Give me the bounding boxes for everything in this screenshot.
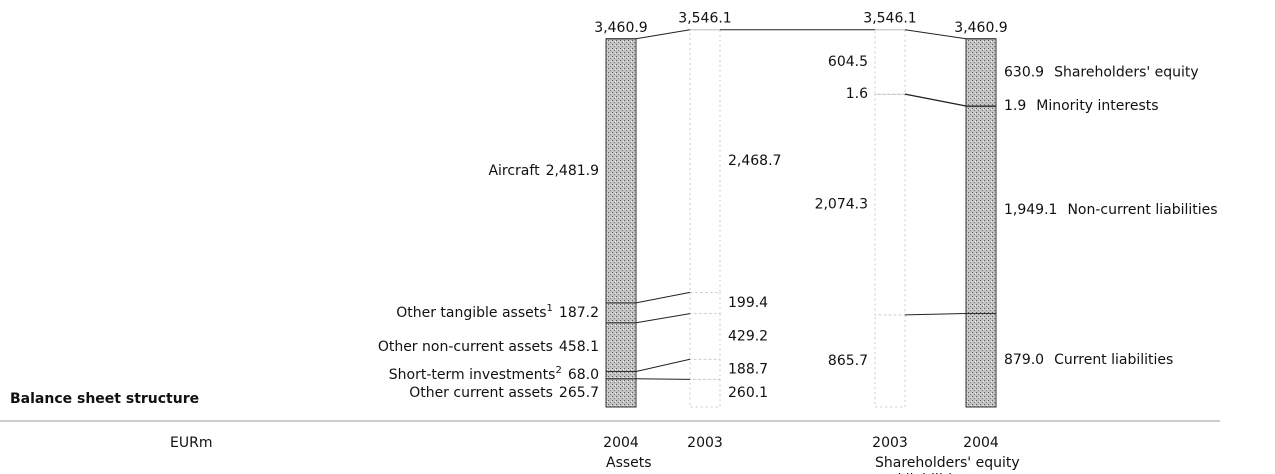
- segment: [874, 314, 906, 408]
- segment: [874, 93, 906, 95]
- group-label: Shareholders' equity: [875, 455, 1020, 471]
- connector: [635, 29, 691, 40]
- value-label: 188.7: [728, 361, 768, 377]
- series-name: Other current assets: [409, 385, 553, 401]
- footnote: 1: [547, 303, 553, 314]
- segment: [605, 38, 637, 304]
- group-label: Assets: [606, 455, 652, 471]
- value-label: 2,074.3: [815, 197, 868, 213]
- value-label: 879.0: [1004, 352, 1044, 368]
- connector: [635, 313, 691, 324]
- series-label: Non-current liabilities: [1067, 202, 1217, 218]
- total-label: 3,460.9: [594, 20, 647, 36]
- value-label: 458.1: [559, 339, 599, 355]
- series-name: Other non-current assets: [378, 339, 553, 355]
- value-label: 2,468.7: [728, 153, 781, 169]
- connector: [635, 358, 691, 372]
- segment: [965, 105, 997, 314]
- value-label: 1.9: [1004, 98, 1026, 114]
- column-label: 2004: [603, 435, 639, 451]
- connector: [635, 291, 691, 304]
- segment: [874, 29, 906, 95]
- value-label: 260.1: [728, 385, 768, 401]
- series-label: Short-term investments2: [389, 365, 562, 383]
- segment: [689, 29, 721, 293]
- group-label: and liabilities: [875, 472, 968, 474]
- value-label: 1,949.1: [1004, 202, 1057, 218]
- value-label: 865.7: [828, 353, 868, 369]
- value-label: 630.9: [1004, 64, 1044, 80]
- segment: [605, 302, 637, 324]
- series-label: Shareholders' equity: [1054, 64, 1199, 80]
- segment: [689, 378, 721, 408]
- segment: [689, 291, 721, 314]
- segment: [965, 38, 997, 107]
- segment: [605, 378, 637, 408]
- segment: [605, 322, 637, 372]
- segment: [689, 358, 721, 380]
- value-label: 1.6: [846, 86, 868, 102]
- series-label: Other non-current assets: [378, 339, 553, 355]
- series-name: Aircraft: [488, 163, 540, 179]
- series-label: Other tangible assets1: [396, 303, 553, 321]
- unit-label: EURm: [170, 435, 212, 451]
- value-label: 604.5: [828, 54, 868, 70]
- chart-title: Balance sheet structure: [10, 391, 199, 407]
- series-label: Minority interests: [1036, 98, 1158, 114]
- total-label: 3,546.1: [863, 11, 916, 27]
- value-label: 265.7: [559, 385, 599, 401]
- series-label: Other current assets: [409, 385, 553, 401]
- series-label: Aircraft: [488, 163, 540, 179]
- series-name: Short-term investments: [389, 367, 556, 383]
- segment: [874, 93, 906, 316]
- segment: [689, 313, 721, 360]
- connector: [904, 93, 967, 107]
- column-label: 2004: [963, 435, 999, 451]
- connector: [904, 312, 967, 316]
- total-label: 3,546.1: [678, 11, 731, 27]
- value-label: 429.2: [728, 328, 768, 344]
- total-label: 3,460.9: [954, 20, 1007, 36]
- connector: [635, 378, 691, 380]
- segment: [965, 312, 997, 408]
- value-label: 187.2: [559, 305, 599, 321]
- column-label: 2003: [872, 435, 908, 451]
- footnote: 2: [555, 365, 561, 376]
- connector: [904, 29, 967, 40]
- series-name: Other tangible assets: [396, 305, 546, 321]
- segment: [605, 370, 637, 380]
- column-label: 2003: [687, 435, 723, 451]
- series-label: Current liabilities: [1054, 352, 1173, 368]
- value-label: 68.0: [568, 367, 599, 383]
- value-label: 199.4: [728, 295, 768, 311]
- value-label: 2,481.9: [546, 163, 599, 179]
